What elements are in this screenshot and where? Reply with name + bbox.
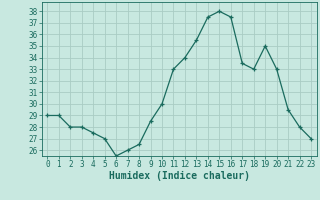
X-axis label: Humidex (Indice chaleur): Humidex (Indice chaleur) (109, 171, 250, 181)
